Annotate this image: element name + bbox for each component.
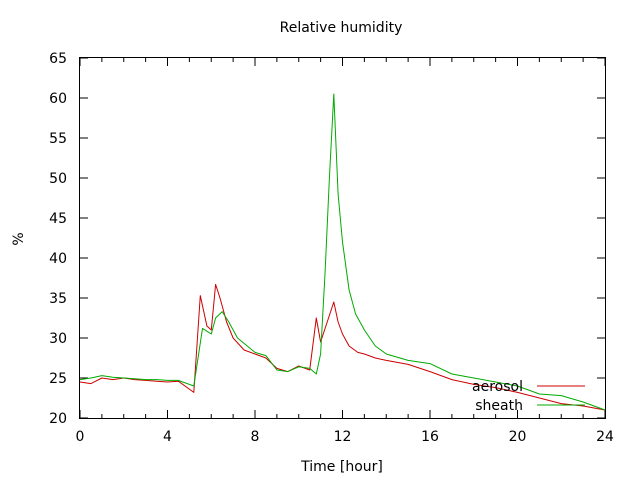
x-tick-label: 0 xyxy=(76,429,85,445)
x-tick-label: 8 xyxy=(251,429,260,445)
y-tick-label: 60 xyxy=(49,91,67,107)
plot-frame xyxy=(79,57,606,419)
x-tick-label: 20 xyxy=(509,429,527,445)
x-tick-label: 12 xyxy=(334,429,352,445)
y-axis-label: % xyxy=(11,232,27,245)
x-tick-label: 4 xyxy=(163,429,172,445)
y-tick-label: 65 xyxy=(49,51,67,67)
series-line-sheath xyxy=(79,93,606,411)
y-tick-label: 35 xyxy=(49,291,67,307)
y-tick-label: 25 xyxy=(49,371,67,387)
series-lines xyxy=(79,93,606,411)
x-tick-label: 16 xyxy=(421,429,439,445)
x-axis-label: Time [hour] xyxy=(300,459,383,475)
y-tick-label: 45 xyxy=(49,211,67,227)
axis-ticks: 0 4 8 12 16 20 24 20 25 30 35 40 45 50 55 60 65 xyxy=(49,51,614,445)
series-line-aerosol xyxy=(79,283,606,411)
chart-title: Relative humidity xyxy=(280,20,403,36)
x-tick-label: 24 xyxy=(596,429,614,445)
y-tick-label: 50 xyxy=(49,171,67,187)
y-tick-label: 20 xyxy=(49,411,67,427)
legend: aerosol sheath xyxy=(472,379,585,414)
y-tick-label: 30 xyxy=(49,331,67,347)
y-tick-label: 55 xyxy=(49,131,67,147)
legend-label-aerosol: aerosol xyxy=(472,379,523,395)
legend-label-sheath: sheath xyxy=(475,398,523,414)
y-tick-label: 40 xyxy=(49,251,67,267)
